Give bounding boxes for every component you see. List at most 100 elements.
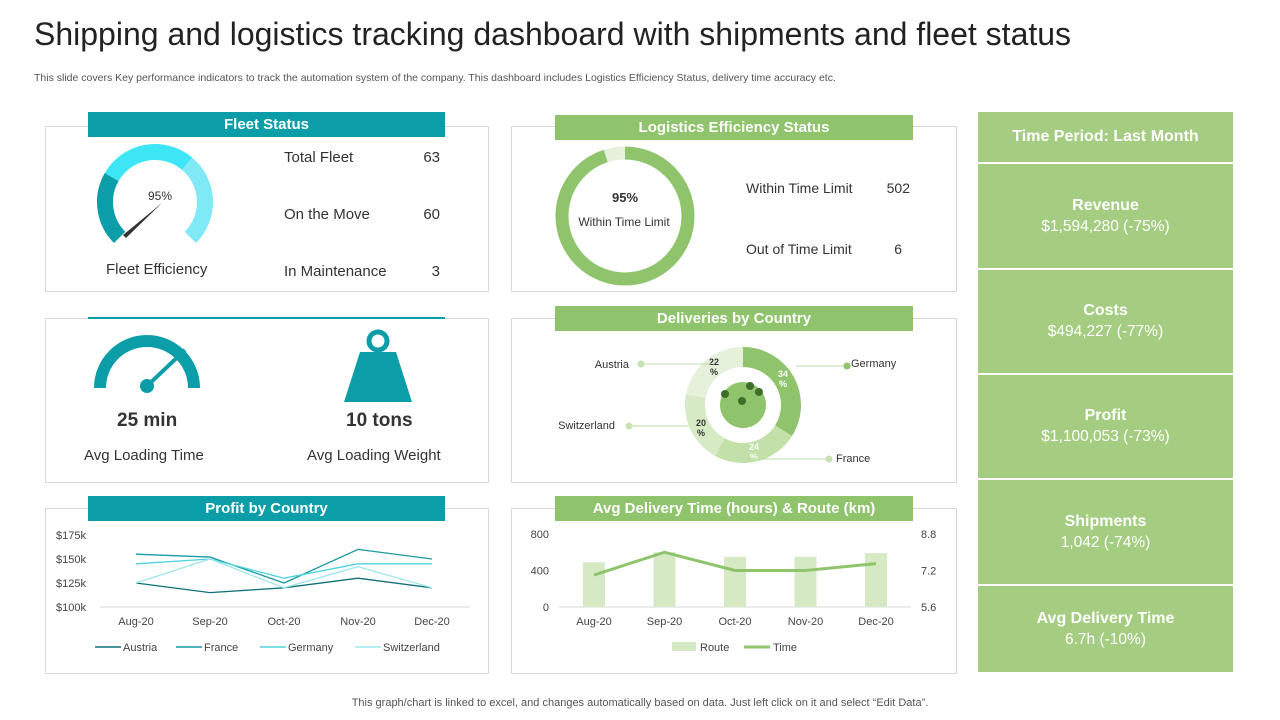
avg-loading-weight-label: Avg Loading Weight	[307, 447, 441, 464]
legend-label: Time	[773, 642, 797, 654]
fleet-efficiency-label: Fleet Efficiency	[106, 261, 208, 278]
time-period: Time Period: Last Month	[978, 112, 1233, 162]
stat-value: 63	[423, 149, 440, 166]
stat-label: In Maintenance	[284, 263, 387, 280]
slice-label-unit: %	[697, 428, 705, 438]
kpi-value: $494,227 (-77%)	[1047, 323, 1164, 340]
deliveries-header: Deliveries by Country	[555, 306, 913, 331]
x-tick-label: Dec-20	[858, 616, 893, 628]
donut-slice-france	[715, 425, 792, 463]
legend-label: Switzerland	[383, 642, 440, 654]
x-tick-label: Aug-20	[576, 616, 611, 628]
legend-label: France	[204, 642, 238, 654]
legend-label: Route	[700, 642, 729, 654]
y2-tick-label: 8.8	[921, 529, 936, 541]
x-tick-label: Dec-20	[414, 616, 449, 628]
map-icon	[720, 382, 766, 428]
slice-label: 34	[778, 369, 788, 379]
series-line-switzerland	[135, 558, 433, 589]
footer-note: This graph/chart is linked to excel, and…	[351, 697, 929, 709]
legend-label: Austria	[123, 642, 158, 654]
kpi-label: Profit	[1084, 407, 1127, 424]
stat-value: 60	[423, 206, 440, 223]
slice-label: 20	[696, 418, 706, 428]
x-tick-label: Oct-20	[718, 616, 751, 628]
kpi-label: Revenue	[1072, 196, 1139, 214]
fleet-status-header: Fleet Status	[88, 112, 445, 137]
gauge-segment	[104, 144, 193, 182]
stat-value: 3	[431, 263, 440, 280]
kpi-revenue: Revenue $1,594,280 (-75%)	[978, 164, 1233, 268]
series-line-austria	[135, 577, 433, 594]
slice-label: 24	[749, 442, 759, 452]
kpi-value: 6.7h (-10%)	[1065, 630, 1146, 648]
y2-tick-label: 5.6	[921, 602, 936, 614]
y-tick-label: 400	[531, 566, 549, 578]
series-line-germany	[135, 558, 432, 579]
route-bar	[865, 553, 887, 607]
y-tick-label: $150k	[56, 554, 86, 566]
profit-header: Profit by Country	[88, 496, 445, 521]
stat-label: Total Fleet	[284, 149, 354, 166]
slice-label: 22	[709, 357, 719, 367]
slice-label-unit: %	[779, 379, 787, 389]
country-label: Switzerland	[558, 420, 615, 432]
donut-label: Within Time Limit	[578, 215, 670, 229]
panel-accent-line	[88, 317, 445, 319]
callout-dot	[825, 455, 833, 463]
donut-value: 95%	[612, 190, 638, 205]
country-label: Germany	[851, 358, 897, 370]
slice-label-unit: %	[750, 452, 758, 462]
donut-slice-germany	[743, 347, 801, 437]
stat-label: On the Move	[284, 206, 370, 223]
logistics-efficiency-header: Logistics Efficiency Status	[555, 115, 913, 140]
x-tick-label: Aug-20	[118, 616, 153, 628]
kpi-shipments: Shipments 1,042 (-74%)	[978, 480, 1233, 584]
kpi-value: $1,594,280 (-75%)	[1041, 217, 1170, 235]
legend-swatch-route	[672, 642, 696, 651]
gauge-value: 95%	[148, 189, 172, 203]
stat-label: Within Time Limit	[746, 180, 853, 196]
kpi-value: $1,100,053 (-73%)	[1041, 428, 1170, 445]
route-bar	[583, 562, 605, 607]
logistics-donut: 95% Within Time Limit	[555, 146, 695, 286]
x-tick-label: Nov-20	[340, 616, 375, 628]
time-period-label: Time Period: Last Month	[1012, 128, 1199, 145]
route-bar	[724, 556, 746, 607]
kpi-sidebar: Time Period: Last Month Revenue $1,594,28…	[978, 112, 1233, 672]
deliveries-donut-chart: 34%24%20%22% GermanyFranceSwitzerlandAus…	[558, 347, 897, 465]
kpi-costs: Costs $494,227 (-77%)	[978, 270, 1233, 373]
kpi-label: Shipments	[1064, 512, 1147, 530]
y-tick-label: 0	[543, 602, 549, 614]
route-bar	[794, 556, 817, 607]
kpi-value: 1,042 (-74%)	[1060, 533, 1151, 551]
kpi-profit: Profit $1,100,053 (-73%)	[978, 375, 1233, 478]
y-tick-label: $125k	[56, 578, 86, 590]
y-tick-label: $100k	[56, 602, 86, 614]
x-tick-label: Sep-20	[647, 616, 682, 628]
avg-loading-time-value: 25 min	[117, 410, 178, 431]
slice-label-unit: %	[710, 367, 718, 377]
map-pin-icons	[721, 382, 763, 405]
kpi-avg-delivery-time: Avg Delivery Time 6.7h (-10%)	[978, 586, 1233, 672]
legend-label: Germany	[288, 642, 334, 654]
route-bar	[653, 552, 676, 607]
donut-slice-switzerland	[685, 394, 725, 456]
page-title: Shipping and logistics tracking dashboar…	[34, 16, 1072, 52]
donut-fill	[555, 146, 695, 286]
page-subtitle: This slide covers Key performance indica…	[34, 72, 836, 84]
donut-slice-austria	[686, 347, 743, 398]
gauge-segment	[97, 173, 126, 244]
delivery-time-header: Avg Delivery Time (hours) & Route (km)	[555, 496, 913, 521]
avg-loading-time-label: Avg Loading Time	[84, 447, 204, 464]
series-line-france	[135, 548, 433, 584]
time-line	[593, 550, 877, 577]
avg-loading-weight-value: 10 tons	[346, 410, 413, 431]
stat-value: 502	[886, 180, 910, 196]
y-tick-label: 800	[531, 529, 549, 541]
fleet-efficiency-gauge: 95%	[97, 144, 213, 244]
callout-dot	[625, 422, 633, 430]
stat-label: Out of Time Limit	[746, 241, 852, 257]
x-tick-label: Oct-20	[267, 616, 300, 628]
x-tick-label: Sep-20	[192, 616, 227, 628]
